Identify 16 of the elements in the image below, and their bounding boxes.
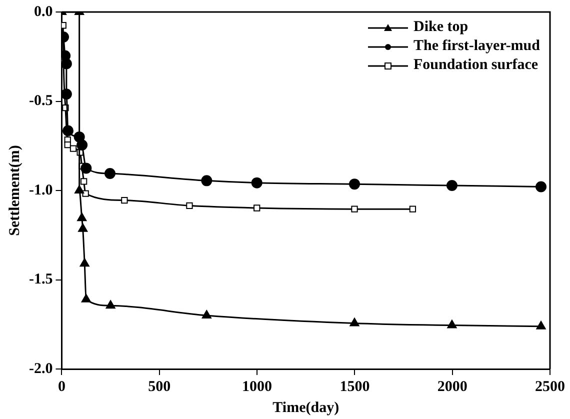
x-tick-label: 1500 <box>340 378 370 395</box>
y-tick-label: -2.0 <box>28 360 53 377</box>
x-tick-label: 500 <box>148 378 171 395</box>
y-tick-label: -1.5 <box>28 272 53 288</box>
y-tick-label: -1.0 <box>28 182 53 198</box>
y-axis-title: Settlement(m) <box>6 145 23 236</box>
x-tick-label: 2500 <box>535 378 565 395</box>
y-tick-label: -0.5 <box>28 93 53 110</box>
x-tick-label: 1000 <box>242 378 272 395</box>
legend-label: The first-layer-mud <box>413 37 540 56</box>
x-tick-label: 0 <box>58 378 66 395</box>
x-axis-title: Time(day) <box>272 400 340 416</box>
y-tick-label: 0.0 <box>34 4 53 20</box>
legend-label: Foundation surface <box>413 56 538 75</box>
x-tick-label: 2000 <box>437 378 468 395</box>
legend-label: Dike top <box>413 18 468 37</box>
